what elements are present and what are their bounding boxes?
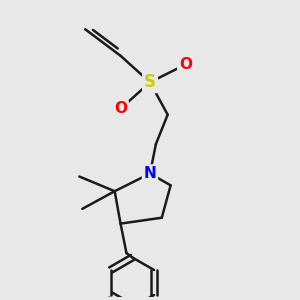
Text: N: N — [144, 166, 156, 181]
Text: O: O — [114, 101, 127, 116]
Text: S: S — [144, 73, 156, 91]
Text: O: O — [179, 57, 192, 72]
